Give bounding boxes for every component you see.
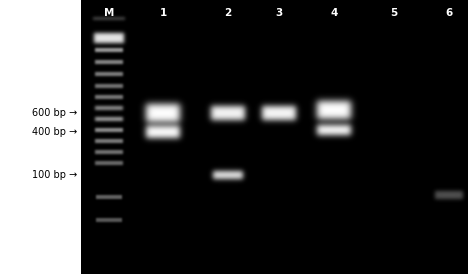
Text: 6: 6 bbox=[446, 8, 453, 18]
Text: 100 bp →: 100 bp → bbox=[32, 170, 77, 180]
Text: 3: 3 bbox=[275, 8, 283, 18]
Text: 4: 4 bbox=[330, 8, 338, 18]
Text: 5: 5 bbox=[390, 8, 398, 18]
Text: 600 bp →: 600 bp → bbox=[32, 108, 77, 118]
Text: 400 bp →: 400 bp → bbox=[32, 127, 77, 137]
Text: 1: 1 bbox=[160, 8, 167, 18]
Text: M: M bbox=[104, 8, 114, 18]
Text: 2: 2 bbox=[224, 8, 232, 18]
